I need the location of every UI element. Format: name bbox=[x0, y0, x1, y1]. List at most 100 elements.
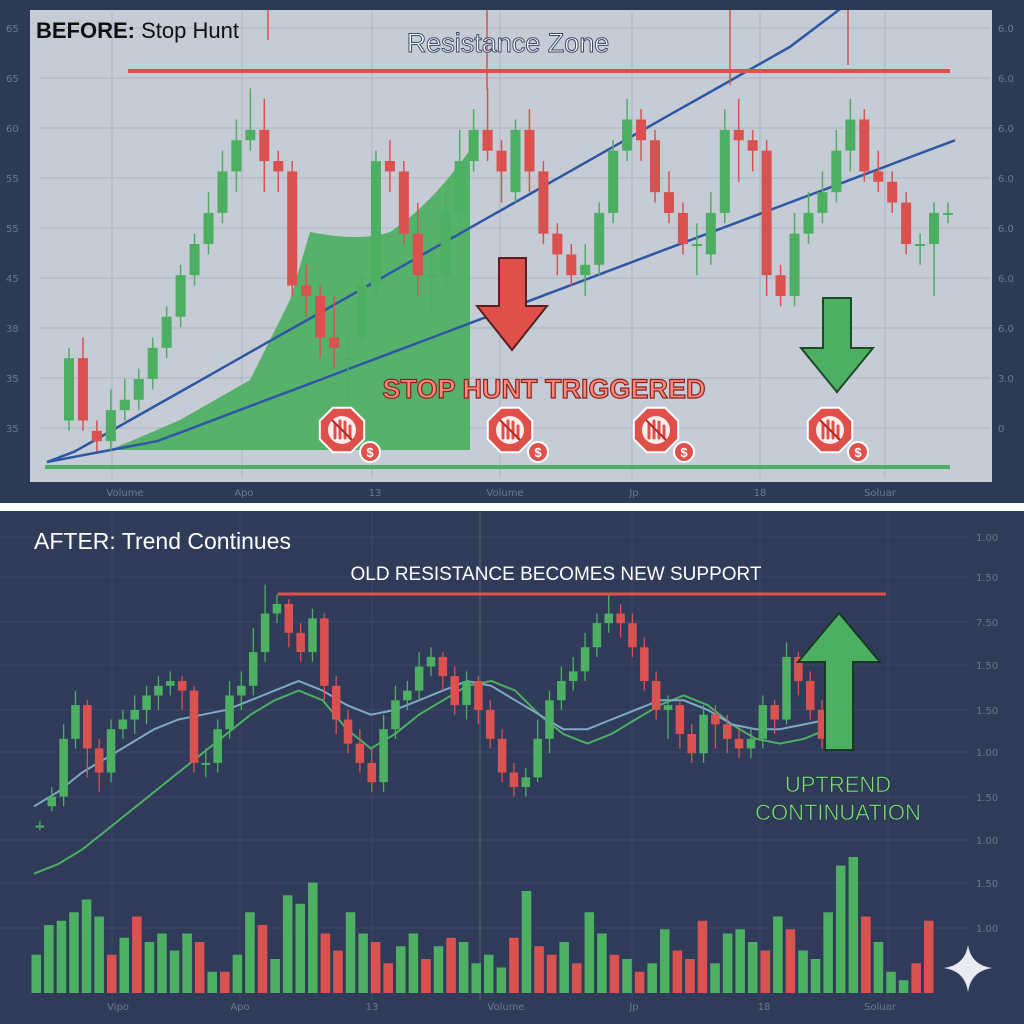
candle-body bbox=[580, 647, 590, 672]
candle bbox=[106, 719, 116, 783]
after-volume-bars bbox=[31, 857, 934, 993]
candle bbox=[370, 150, 381, 296]
candle bbox=[412, 202, 423, 296]
candle bbox=[391, 685, 400, 739]
candle bbox=[533, 719, 542, 783]
x-tick-label: Apo bbox=[234, 488, 253, 499]
volume-bar bbox=[446, 937, 456, 993]
candle bbox=[414, 652, 424, 701]
candle bbox=[245, 88, 256, 151]
candle-body bbox=[887, 181, 898, 203]
volume-bar bbox=[232, 954, 243, 993]
candle bbox=[873, 150, 884, 193]
candle bbox=[747, 129, 758, 172]
candle-body bbox=[568, 671, 578, 681]
stop-hand-icon: $ bbox=[806, 406, 869, 463]
before-title-prefix: BEFORE: bbox=[36, 18, 135, 43]
volume-bar bbox=[634, 971, 645, 993]
candle-body bbox=[329, 337, 340, 348]
candle-body bbox=[636, 119, 647, 141]
candle bbox=[845, 98, 856, 172]
candle-body bbox=[747, 140, 758, 151]
candle-body bbox=[691, 244, 702, 247]
volume-bar bbox=[496, 967, 507, 993]
y-tick-label: 6.0 bbox=[998, 124, 1014, 135]
candle-body bbox=[454, 161, 465, 213]
candle bbox=[147, 337, 158, 390]
candle bbox=[594, 202, 605, 276]
candle bbox=[608, 140, 619, 224]
y-tick-label: 65 bbox=[6, 24, 19, 35]
volume-bar bbox=[609, 954, 620, 993]
volume-bar bbox=[710, 963, 720, 993]
candle bbox=[699, 705, 708, 763]
candle bbox=[723, 714, 732, 754]
candle bbox=[71, 690, 80, 749]
candle bbox=[379, 714, 388, 792]
candle bbox=[166, 671, 175, 696]
candle-body bbox=[711, 714, 720, 725]
candle-body bbox=[482, 129, 493, 151]
candle-body bbox=[175, 275, 186, 317]
volume-bar bbox=[144, 942, 155, 993]
candle-body bbox=[552, 233, 563, 255]
candle-body bbox=[343, 719, 353, 744]
candle bbox=[568, 656, 578, 691]
volume-bar bbox=[81, 899, 92, 993]
x-tick-label: Soluar bbox=[864, 1002, 897, 1013]
x-tick-label: Volume bbox=[106, 488, 143, 499]
candle-body bbox=[414, 666, 424, 691]
candle bbox=[538, 161, 549, 245]
up-arrow-icon bbox=[795, 611, 883, 751]
candle-body bbox=[35, 825, 45, 828]
candle-body bbox=[687, 734, 696, 754]
y-tick-label: 1.50 bbox=[976, 793, 998, 804]
candle-body bbox=[496, 150, 507, 172]
candle-body bbox=[663, 705, 673, 710]
candle bbox=[733, 98, 744, 182]
volume-bar bbox=[911, 963, 921, 993]
volume-bar bbox=[760, 950, 771, 993]
y-tick-label: 1.00 bbox=[976, 924, 998, 935]
candle-body bbox=[770, 705, 779, 720]
volume-bar bbox=[383, 963, 394, 993]
candle-body bbox=[462, 681, 471, 706]
candle bbox=[817, 171, 828, 224]
candle-body bbox=[398, 171, 409, 234]
volume-bar bbox=[408, 933, 419, 993]
candle bbox=[272, 594, 282, 624]
y-tick-label: 55 bbox=[6, 224, 19, 235]
candle-body bbox=[203, 212, 214, 245]
candle bbox=[248, 628, 258, 696]
candle bbox=[566, 244, 577, 286]
candle bbox=[758, 695, 768, 749]
volume-bar bbox=[672, 950, 683, 993]
x-tick-label: Volume bbox=[487, 1002, 524, 1013]
y-tick-label: 60 bbox=[6, 124, 19, 135]
candle bbox=[677, 202, 688, 255]
volume-bar bbox=[106, 954, 117, 993]
y-tick-label: 6.0 bbox=[998, 324, 1014, 335]
candle bbox=[636, 109, 647, 162]
stop-hand-icon: $ bbox=[486, 406, 549, 463]
candle bbox=[454, 129, 465, 224]
candle-body bbox=[468, 129, 479, 162]
candle bbox=[663, 171, 674, 224]
candle-body bbox=[719, 129, 730, 213]
candle bbox=[315, 285, 326, 359]
candle bbox=[426, 254, 437, 317]
candle-body bbox=[545, 700, 554, 739]
volume-bar bbox=[458, 942, 469, 993]
candle-body bbox=[649, 140, 661, 193]
candle-body bbox=[845, 119, 856, 151]
candle bbox=[557, 666, 566, 710]
candle-body bbox=[384, 161, 395, 172]
candle bbox=[805, 671, 815, 720]
candle bbox=[189, 233, 200, 286]
dollar-coin-icon: $ bbox=[359, 441, 381, 463]
candle bbox=[213, 719, 222, 773]
volume-bar bbox=[823, 912, 833, 993]
candle-body bbox=[604, 613, 614, 624]
candle-body bbox=[817, 709, 827, 739]
